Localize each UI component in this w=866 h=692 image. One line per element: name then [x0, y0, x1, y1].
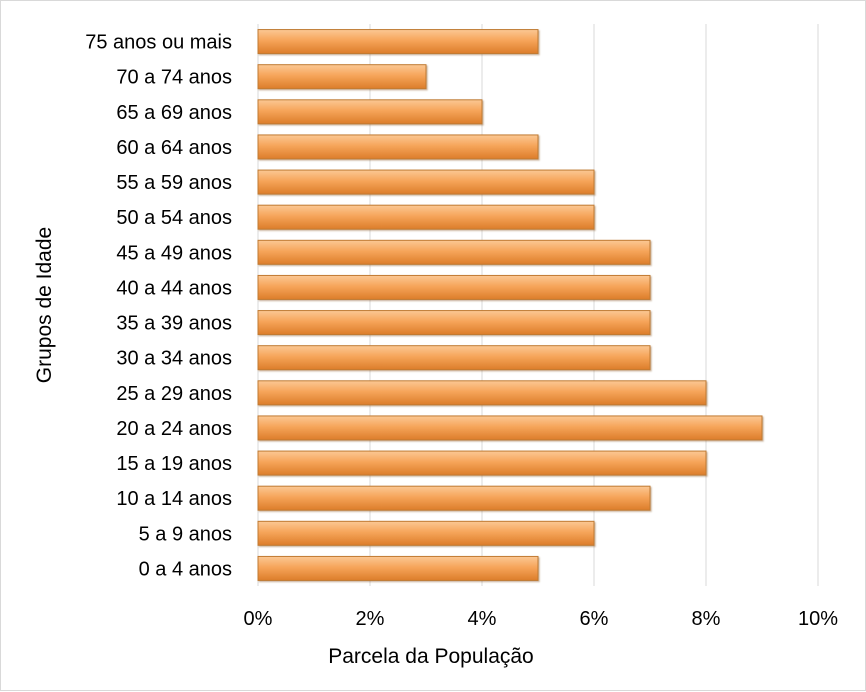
- category-label: 15 a 19 anos: [116, 453, 232, 475]
- bar: [257, 169, 595, 195]
- bar: [257, 204, 595, 230]
- x-tick-label: 10%: [798, 608, 838, 630]
- bar: [257, 134, 539, 160]
- bar: [257, 520, 595, 546]
- x-tick-label: 2%: [356, 608, 385, 630]
- category-label: 5 a 9 anos: [139, 523, 232, 545]
- bar: [257, 239, 651, 265]
- x-tick-label: 6%: [580, 608, 609, 630]
- category-label: 35 a 39 anos: [116, 313, 232, 335]
- x-axis-title: Parcela da População: [328, 645, 533, 668]
- bar: [257, 380, 707, 406]
- bar: [257, 274, 651, 300]
- x-tick-labels: 0% 2% 4% 6% 8% 10%: [244, 608, 839, 630]
- x-tick-label: 4%: [468, 608, 497, 630]
- y-axis-title: Grupos de Idade: [33, 227, 56, 383]
- bar: [257, 450, 707, 476]
- category-label: 65 a 69 anos: [116, 102, 232, 124]
- category-label: 30 a 34 anos: [116, 348, 232, 370]
- category-label: 60 a 64 anos: [116, 137, 232, 159]
- bar: [257, 64, 427, 90]
- category-label: 45 a 49 anos: [116, 242, 232, 264]
- category-label: 50 a 54 anos: [116, 207, 232, 229]
- x-tick-label: 0%: [244, 608, 273, 630]
- category-label: 40 a 44 anos: [116, 277, 232, 299]
- bar: [257, 29, 539, 55]
- x-tick-label: 8%: [692, 608, 721, 630]
- category-label: 70 a 74 anos: [116, 67, 232, 89]
- category-label: 0 a 4 anos: [139, 558, 232, 580]
- bar: [257, 345, 651, 371]
- category-label: 75 anos ou mais: [85, 32, 232, 54]
- category-label: 20 a 24 anos: [116, 418, 232, 440]
- bar: [257, 555, 539, 581]
- category-labels: 0 a 4 anos 5 a 9 anos 10 a 14 anos 15 a 19 …: [85, 32, 232, 581]
- category-label: 25 a 29 anos: [116, 383, 232, 405]
- bars: [257, 29, 763, 581]
- category-label: 10 a 14 anos: [116, 488, 232, 510]
- bar: [257, 415, 763, 441]
- category-label: 55 a 59 anos: [116, 172, 232, 194]
- bar: [257, 99, 483, 125]
- bar: [257, 310, 651, 336]
- bar: [257, 485, 651, 511]
